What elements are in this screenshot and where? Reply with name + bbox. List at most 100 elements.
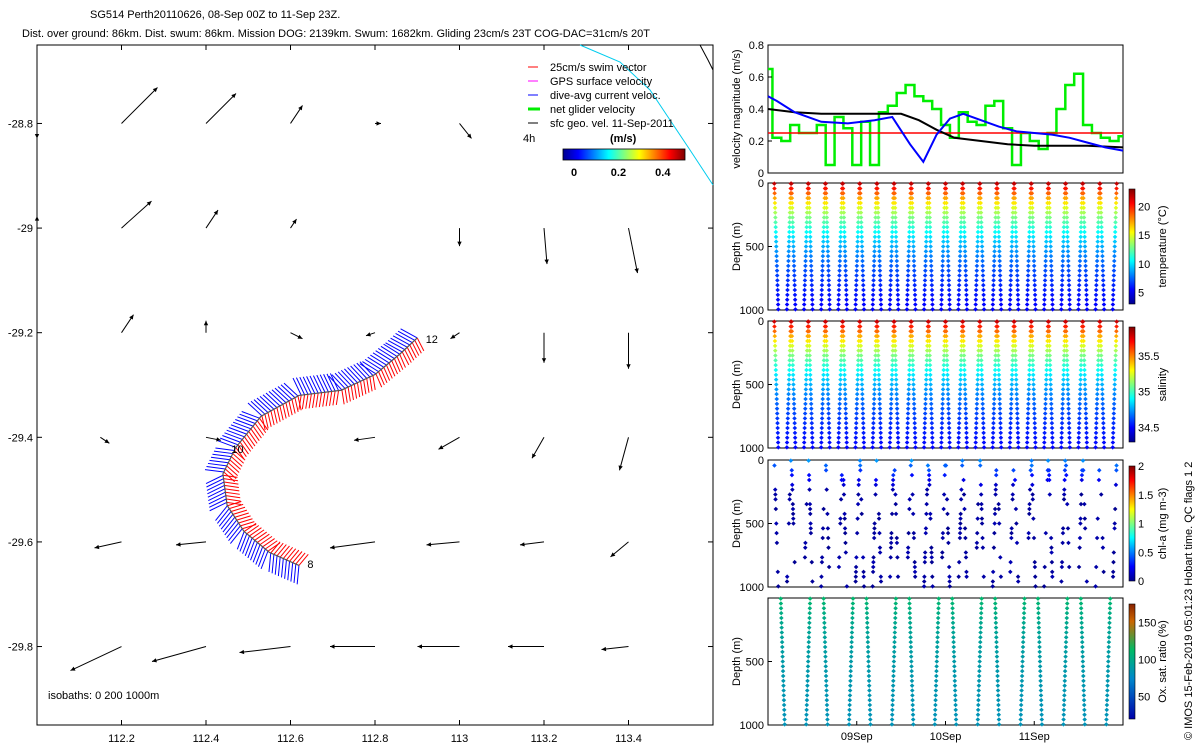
profile-sample	[844, 307, 850, 312]
dac-vector	[208, 491, 226, 502]
profile-sample	[1098, 195, 1103, 201]
map-frame	[36, 44, 714, 726]
profile-sample	[1044, 220, 1050, 225]
dac-vector	[319, 374, 329, 393]
swim-vector	[224, 488, 240, 492]
profile-sample	[1060, 273, 1065, 278]
profile-sample	[1016, 307, 1021, 312]
profile-sample	[1049, 263, 1054, 269]
profile-sample	[1084, 287, 1089, 293]
profile-sample	[1042, 278, 1048, 283]
profile-sample	[1059, 297, 1064, 302]
profile-sample	[1114, 181, 1119, 186]
profile-sample	[775, 278, 780, 283]
profile-sample	[1094, 258, 1100, 264]
geo-vector-head	[366, 332, 371, 337]
swim-vector	[294, 397, 299, 412]
profile-sample	[940, 273, 945, 278]
profile-sample	[1081, 220, 1087, 225]
dac-vector	[207, 484, 225, 495]
geo-vector-head	[532, 453, 537, 459]
profile-sample	[837, 268, 842, 273]
profile-sample	[844, 302, 849, 307]
profile-sample	[894, 258, 900, 264]
depth-tick-label: 0	[758, 178, 764, 190]
profile-sample	[922, 273, 928, 278]
geo-vector-head	[292, 219, 297, 225]
swim-vector	[249, 527, 262, 537]
profile-sample	[1112, 234, 1118, 240]
dac-vector	[364, 358, 382, 370]
profile-sample	[1031, 249, 1036, 254]
profile-sample	[956, 307, 961, 312]
profile-sample	[1015, 273, 1020, 278]
profile-sample	[870, 297, 876, 302]
map-xtick-label: 112.4	[193, 733, 220, 745]
profile-sample	[1081, 215, 1087, 220]
swim-vector	[282, 547, 293, 559]
dac-vector	[383, 343, 400, 355]
profile-sample	[973, 297, 979, 302]
day-label: 12	[426, 334, 438, 346]
geo-vector	[543, 228, 548, 265]
swim-vector	[276, 544, 287, 557]
map-xtick-label: 112.8	[362, 733, 389, 745]
profile-sample	[826, 278, 832, 283]
profile-colorbar-tick: 100	[1138, 655, 1156, 667]
dac-vector	[218, 511, 232, 527]
swim-vector	[254, 423, 264, 436]
profile-sample	[939, 287, 945, 293]
profile-sample	[1096, 215, 1101, 220]
profile-sample	[992, 253, 997, 259]
velocity-ylabel: velocity magnitude (m/s)	[731, 49, 743, 168]
profile-sample	[1067, 297, 1072, 302]
profile-sample	[1027, 220, 1032, 225]
profile-sample	[1007, 307, 1013, 312]
geo-vector-head	[634, 268, 639, 274]
depth-tick-label: 0	[758, 316, 764, 328]
profile-sample	[888, 273, 894, 278]
profile-sample	[878, 307, 884, 312]
profile-sample	[1096, 210, 1101, 215]
profile-sample	[1077, 263, 1083, 269]
dac-vector	[392, 335, 410, 346]
profile-sample	[1077, 258, 1083, 264]
profile-sample	[791, 258, 797, 264]
dac-vector	[241, 411, 260, 419]
geo-vector	[601, 646, 629, 651]
profile-sample	[878, 287, 883, 293]
profile-sample	[1112, 229, 1118, 235]
dac-vector	[268, 391, 284, 405]
profile-sample	[1029, 181, 1034, 186]
profile-sample	[1078, 220, 1084, 225]
geo-vector-head	[176, 542, 181, 547]
profile-sample	[980, 263, 985, 269]
profile-sample	[1077, 249, 1083, 254]
profile-sample	[997, 258, 1002, 264]
profile-sample	[912, 292, 918, 298]
profile-sample	[1111, 263, 1117, 269]
profile-sample	[1059, 287, 1065, 293]
dac-vector	[255, 546, 264, 565]
velocity-panel: 0 0.2 0.4 0.6 0.8 velocity magnitude (m/s)	[731, 40, 1124, 180]
profile-sample	[1113, 200, 1119, 206]
profile-sample	[1044, 224, 1049, 230]
swim-vector	[246, 433, 256, 447]
dac-vector	[260, 550, 269, 570]
profile-sample	[784, 307, 790, 312]
map-ytick-label: -29.8	[8, 642, 33, 654]
oxygen-panel: 500 1000 Depth (m) 50 100 150 Ox. sat. ratio (…	[731, 596, 1169, 743]
profile-sample	[990, 307, 995, 312]
profile-sample	[913, 302, 918, 307]
dac-vector	[205, 474, 224, 485]
profile-colorbar-tick: 5	[1138, 288, 1144, 300]
swim-vector	[399, 353, 406, 368]
profile-sample	[922, 297, 927, 302]
salinity-panel: 0 500 1000 Depth (m) 34.5 35 35.5 salinity	[731, 316, 1169, 455]
geo-vector-head	[466, 133, 472, 139]
profile-sample	[1059, 278, 1065, 283]
profile-sample	[895, 278, 900, 283]
swim-vector	[279, 545, 290, 558]
profile-sample	[923, 263, 928, 269]
profile-sample	[854, 263, 860, 269]
